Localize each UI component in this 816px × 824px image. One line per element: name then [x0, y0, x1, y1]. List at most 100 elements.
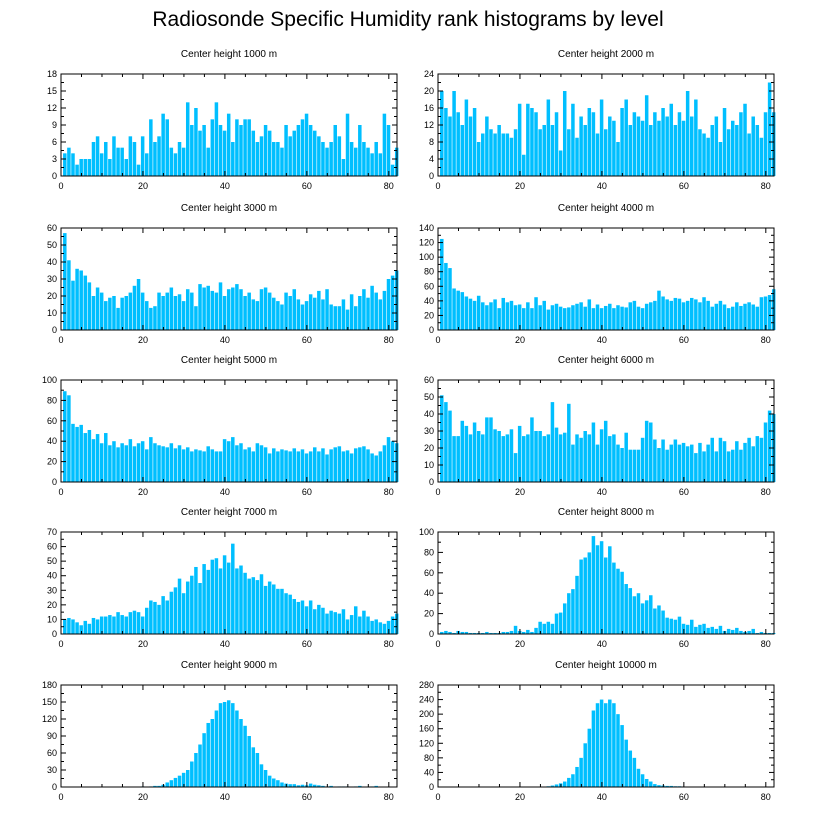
histogram-bar	[124, 159, 129, 176]
x-tick-label: 40	[220, 792, 230, 802]
histogram-bar	[763, 296, 768, 330]
x-tick-label: 20	[515, 792, 525, 802]
histogram-bar	[677, 112, 682, 176]
histogram-bar	[108, 159, 112, 176]
histogram-bar	[628, 588, 633, 634]
histogram-bar	[743, 442, 747, 482]
histogram-bar	[169, 287, 174, 330]
histogram-bar	[116, 447, 120, 482]
histogram-panel: Center height 3000 m 0 20 40 60 80 0 10 20 30 40 50…	[47, 203, 399, 345]
histogram-bar	[280, 147, 284, 176]
histogram-bar	[259, 136, 264, 176]
histogram-bar	[296, 601, 301, 634]
y-tick-label: 0	[52, 325, 57, 335]
y-tick-label: 10	[47, 614, 57, 624]
histogram-bar	[550, 623, 555, 634]
histogram-bar	[157, 136, 161, 176]
histogram-bar	[145, 449, 149, 482]
histogram-bar	[673, 439, 678, 482]
histogram-bar	[222, 555, 227, 634]
histogram-bar	[296, 451, 301, 482]
histogram-bar	[259, 574, 264, 634]
histogram-bar	[464, 99, 469, 176]
histogram-bar	[710, 125, 714, 176]
histogram-bar	[104, 142, 108, 176]
histogram-bar	[558, 150, 563, 176]
histogram-bar	[112, 136, 116, 176]
histogram-bar	[616, 142, 620, 176]
histogram-bar	[181, 147, 186, 176]
histogram-bar	[616, 444, 620, 482]
histogram-bar	[464, 296, 469, 330]
histogram-bar	[501, 436, 506, 482]
histogram-bar	[358, 447, 362, 482]
histogram-bar	[489, 302, 493, 330]
histogram-bar	[517, 304, 522, 330]
histogram-bar	[157, 604, 161, 634]
histogram-bar	[530, 108, 534, 176]
histogram-bar	[247, 447, 251, 482]
histogram-bar	[567, 129, 571, 176]
y-tick-label: 20	[424, 443, 434, 453]
histogram-bar	[624, 739, 628, 787]
y-tick-label: 30	[47, 765, 57, 775]
histogram-bar	[632, 757, 637, 787]
histogram-bar	[440, 395, 444, 482]
histogram-bar	[624, 432, 628, 482]
histogram-bar	[108, 445, 112, 482]
histogram-bar	[448, 631, 452, 634]
x-tick-label: 80	[761, 487, 771, 497]
histogram-bar	[272, 778, 276, 787]
histogram-bar	[108, 615, 112, 634]
panel-title: Center height 3000 m	[181, 203, 277, 214]
histogram-bar	[349, 142, 354, 176]
histogram-bar	[653, 112, 657, 176]
histogram-bar	[722, 441, 727, 482]
histogram-bar	[321, 785, 325, 787]
histogram-bar	[292, 289, 297, 330]
histogram-bar	[669, 785, 674, 787]
histogram-bar	[362, 446, 366, 482]
histogram-bar	[231, 142, 235, 176]
histogram-bar	[583, 125, 587, 176]
histogram-bar	[726, 129, 731, 176]
histogram-bar	[583, 306, 587, 330]
histogram-bar	[440, 238, 444, 330]
histogram-bar	[251, 577, 256, 634]
histogram-bar	[366, 449, 370, 482]
histogram-bar	[173, 587, 178, 634]
histogram-bar	[206, 446, 210, 482]
histogram-bar	[530, 417, 534, 482]
histogram-bar	[640, 774, 645, 787]
histogram-bar	[313, 447, 317, 482]
histogram-bar	[329, 304, 333, 330]
histogram-bar	[317, 785, 321, 787]
histogram-bar	[112, 616, 116, 634]
histogram-bar	[145, 301, 149, 330]
histogram-bar	[694, 626, 698, 634]
histogram-bar	[726, 451, 731, 482]
histogram-bar	[321, 448, 325, 482]
histogram-bar	[206, 569, 210, 634]
histogram-bar	[226, 562, 231, 634]
histogram-bar	[149, 307, 153, 330]
histogram-bar	[509, 137, 514, 176]
histogram-bar	[374, 142, 378, 176]
histogram-bar	[337, 306, 342, 330]
y-tick-label: 40	[47, 257, 57, 267]
histogram-bar	[296, 125, 301, 176]
histogram-bar	[481, 302, 485, 330]
histogram-bar	[173, 448, 178, 482]
histogram-bar	[292, 130, 297, 176]
y-tick-label: 40	[424, 588, 434, 598]
histogram-bar	[579, 757, 583, 787]
histogram-panel: Center height 8000 m 0 20 40 60 80 0 20 40 60 80 10…	[419, 507, 776, 649]
histogram-bar	[280, 782, 284, 787]
histogram-bar	[251, 130, 256, 176]
histogram-bar	[665, 617, 669, 634]
y-tick-label: 40	[47, 436, 57, 446]
histogram-bar	[653, 439, 657, 482]
histogram-bar	[542, 125, 546, 176]
histogram-bar	[575, 575, 579, 634]
y-tick-label: 150	[42, 697, 57, 707]
